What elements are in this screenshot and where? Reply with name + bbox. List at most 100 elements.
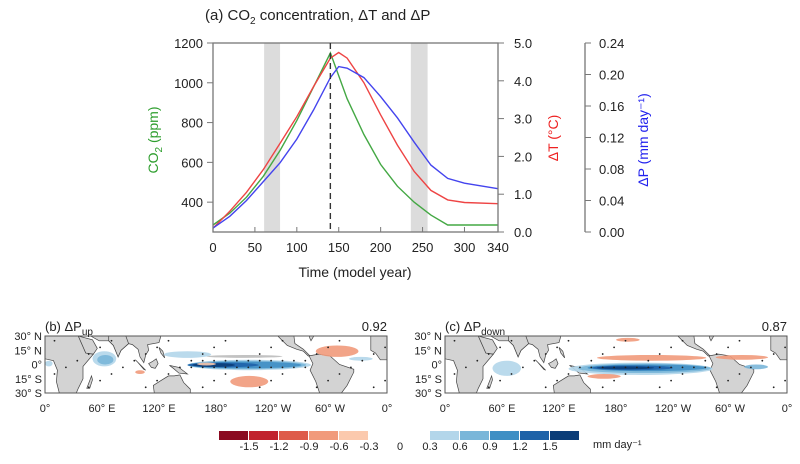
anomaly-positive [45, 360, 53, 367]
significance-dot [293, 366, 295, 369]
land-borneo [547, 358, 559, 369]
significance-dot [487, 353, 490, 355]
lon-tick-label: 60° W [315, 403, 346, 415]
significance-dot [384, 379, 386, 382]
pattern-correlation-score: 0.87 [762, 319, 787, 334]
land-new-guinea [169, 365, 189, 375]
significance-dot [590, 359, 593, 362]
lat-tick-label: 15° N [14, 345, 42, 357]
significance-dot [281, 359, 284, 362]
significance-dot [693, 366, 695, 369]
significance-dot [647, 366, 650, 369]
anomaly-positive [163, 351, 212, 358]
shaded-period-0 [264, 43, 281, 232]
significance-dot [190, 359, 193, 362]
colorbar-label: 0 [397, 441, 403, 453]
dP-axis-label: ΔP (mm day⁻¹) [635, 93, 651, 187]
significance-dot [601, 366, 604, 369]
significance-dot [315, 353, 318, 355]
dP-tick-label: 0.24 [599, 36, 624, 51]
significance-dot [258, 386, 261, 389]
lon-tick-label: 120° E [542, 403, 575, 415]
lon-tick-label: 180° [605, 403, 628, 415]
x-tick-label: 340 [487, 240, 509, 255]
significance-dot [704, 366, 707, 369]
significance-dot [110, 339, 113, 342]
colorbar-swatch-positive [520, 431, 549, 440]
colorbar-swatch-positive [430, 431, 459, 440]
significance-dot [647, 359, 650, 362]
significance-dot [293, 359, 295, 362]
significance-dot [327, 379, 329, 382]
significance-dot [236, 366, 238, 369]
significance-dot [281, 373, 284, 375]
land-sumatra [535, 359, 546, 371]
dT-tick-label: 4.0 [514, 74, 532, 89]
land-north-america-east [708, 336, 715, 342]
significance-dot [624, 373, 627, 375]
significance-dot [613, 379, 615, 382]
significance-dot [453, 373, 456, 375]
x-tick-label: 250 [412, 240, 434, 255]
lat-tick-label: 15° S [15, 374, 42, 386]
anomaly-positive [492, 360, 521, 376]
significance-dot [658, 366, 661, 369]
lon-tick-label: 120° W [255, 403, 292, 415]
significance-dot [350, 366, 352, 369]
series-line-co2 [212, 51, 498, 226]
series-line-dT [212, 51, 499, 229]
significance-dot [270, 379, 272, 382]
colorbar-label: 0.9 [482, 441, 497, 453]
colorbar-swatch-negative [279, 431, 308, 440]
lon-tick-label: 120° E [142, 403, 175, 415]
significance-dot [179, 366, 181, 369]
significance-dot [133, 359, 136, 362]
significance-dot [201, 359, 204, 362]
significance-dot [213, 359, 216, 362]
anomaly-negative [230, 375, 269, 388]
anomaly-negative [616, 337, 640, 342]
panel-c-map: (c) ΔPdown 0.87 30° N 15° N 0° 15° S 30° S 0° 60… [414, 319, 792, 415]
significance-dot [224, 373, 227, 375]
dP-tick-label: 0.04 [599, 194, 624, 209]
colorbar-swatch-positive [550, 431, 579, 440]
panel-a-title: (a) CO2 concentration, ΔT and ΔP [205, 7, 430, 27]
colorbar-swatch-negative [309, 431, 338, 440]
land-africa-west [370, 336, 387, 361]
x-tick-label: 100 [286, 240, 308, 255]
shaded-period-1 [410, 43, 428, 232]
significance-dot [270, 359, 272, 362]
colorbar-label: 1.5 [542, 441, 557, 453]
x-tick-label: 300 [454, 240, 476, 255]
significance-dot [110, 373, 113, 375]
land-sumatra [135, 359, 146, 371]
significance-dot [715, 386, 718, 389]
significance-dot [338, 339, 341, 342]
lon-tick-label: 0° [382, 403, 393, 415]
land-africa-west [770, 336, 787, 361]
significance-dot [53, 339, 56, 342]
significance-dot [281, 339, 284, 342]
lat-tick-label: 0° [431, 360, 442, 372]
significance-dot [338, 373, 341, 375]
co2-tick-label: 1000 [174, 76, 203, 91]
significance-dot [190, 366, 193, 369]
land-madagascar [486, 374, 493, 389]
significance-dot [87, 353, 90, 355]
significance-dot [522, 366, 524, 369]
significance-dot [772, 353, 775, 355]
panel-a-line-chart: (a) CO2 concentration, ΔT and ΔP 0 50 100 1… [145, 7, 651, 280]
significance-dot [510, 373, 513, 375]
colorbar-swatch-positive [490, 431, 519, 440]
significance-dot [144, 386, 147, 389]
co2-tick-label: 400 [181, 195, 203, 210]
land-north-america-east [308, 336, 315, 342]
land-borneo [148, 358, 159, 369]
significance-dot [167, 373, 170, 375]
lon-tick-label: 60° E [488, 403, 515, 415]
colorbar-swatch-negative [339, 431, 368, 440]
significance-dot [361, 359, 364, 362]
dT-tick-label: 3.0 [514, 112, 532, 127]
significance-dot [258, 359, 261, 362]
